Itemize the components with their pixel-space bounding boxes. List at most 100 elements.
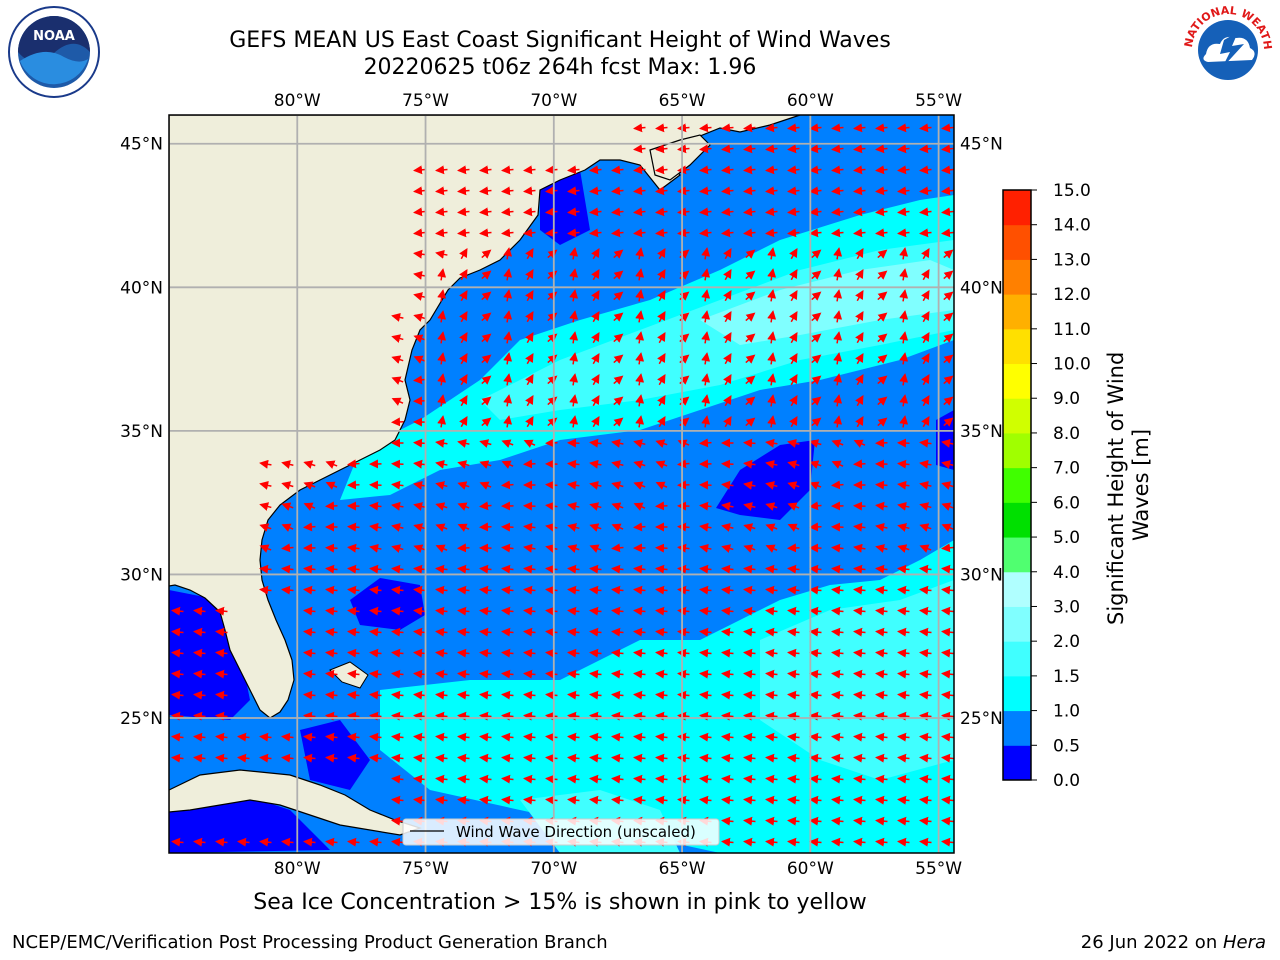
wave-vector-arrow	[501, 669, 514, 679]
wave-vector-arrow	[633, 481, 646, 490]
wave-vector-arrow	[723, 310, 732, 323]
wave-vector-arrow	[545, 732, 558, 742]
wave-vector-arrow	[545, 228, 558, 238]
wave-vector-arrow	[523, 186, 536, 196]
wave-vector-arrow	[545, 669, 558, 679]
wave-vector-arrow	[853, 585, 866, 595]
wave-vector-arrow	[831, 690, 844, 700]
wave-vector-arrow	[787, 123, 800, 133]
wave-vector-arrow	[501, 606, 514, 616]
wave-vector-arrow	[303, 481, 316, 490]
wave-vector-arrow	[567, 459, 580, 469]
lat-tick-label-left: 40°N	[120, 278, 163, 298]
wave-vector-arrow	[855, 268, 864, 281]
colorbar-label: Significant Height of Wind Waves [m]	[1104, 345, 1153, 625]
wave-vector-arrow	[369, 648, 382, 658]
wave-vector-arrow	[831, 460, 844, 469]
wave-vector-arrow	[303, 669, 316, 679]
wave-vector-arrow	[567, 732, 580, 742]
wave-vector-arrow	[547, 354, 558, 364]
wave-vector-arrow	[325, 501, 338, 511]
lat-tick-label-right: 25°N	[960, 709, 1003, 729]
wave-vector-arrow	[413, 564, 426, 574]
wave-vector-arrow	[523, 732, 536, 742]
wave-vector-arrow	[435, 753, 448, 763]
wave-vector-arrow	[325, 648, 338, 658]
wave-vector-arrow	[677, 543, 690, 553]
wave-vector-arrow	[479, 669, 492, 679]
wave-vector-arrow	[413, 732, 426, 742]
wave-vector-arrow	[765, 481, 778, 490]
wave-vector-arrow	[853, 753, 866, 763]
wave-vector-arrow	[897, 795, 910, 805]
wave-vector-arrow	[875, 669, 888, 679]
wave-vector-arrow	[655, 774, 668, 784]
wave-vector-arrow	[789, 352, 798, 365]
wave-vector-arrow	[611, 606, 624, 616]
wave-vector-arrow	[745, 333, 756, 343]
wave-vector-arrow	[699, 522, 712, 532]
wave-vector-arrow	[545, 627, 558, 637]
wave-vector-arrow	[699, 438, 712, 448]
wave-vector-arrow	[611, 690, 624, 700]
wave-vector-arrow	[943, 354, 954, 364]
wave-vector-arrow	[457, 711, 470, 721]
wave-vector-arrow	[457, 228, 470, 238]
wave-vector-arrow	[809, 648, 822, 658]
wave-vector-arrow	[831, 711, 844, 721]
wave-vector-arrow	[193, 606, 206, 616]
wave-vector-arrow	[569, 247, 579, 260]
wave-vector-arrow	[281, 502, 294, 511]
wave-vector-arrow	[567, 523, 580, 532]
land-nova-scotia	[649, 134, 711, 181]
wave-vector-arrow	[897, 165, 910, 175]
wave-vector-arrow	[809, 627, 822, 637]
wave-vector-arrow	[589, 228, 602, 238]
wave-vector-arrow	[347, 837, 360, 847]
colorbar-label-line1: Significant Height of Wind	[1104, 352, 1128, 625]
wave-vector-arrow	[921, 394, 930, 407]
wave-vector-arrow	[943, 417, 954, 427]
wave-vector-arrow	[303, 627, 316, 637]
wave-vector-arrow	[765, 711, 778, 721]
wave-vector-arrow	[787, 606, 800, 616]
wave-vector-arrow	[657, 373, 666, 386]
wave-vector-arrow	[503, 289, 513, 302]
wave-vector-arrow	[877, 312, 888, 322]
colorbar-segment	[1003, 190, 1031, 226]
wave-vector-arrow	[457, 774, 470, 784]
wave-vector-arrow	[545, 606, 558, 616]
wave-vector-arrow	[943, 333, 954, 343]
wave-vector-arrow	[875, 690, 888, 700]
map-frame	[168, 114, 955, 854]
wave-vector-arrow	[787, 774, 800, 784]
wave-vector-arrow	[809, 481, 822, 490]
wave-vector-arrow	[567, 648, 580, 658]
wave-vector-arrow	[369, 690, 382, 700]
wave-vector-arrow	[413, 544, 426, 553]
wave-vector-arrow	[591, 415, 600, 428]
wave-vector-arrow	[633, 753, 646, 763]
wave-vector-arrow	[635, 415, 645, 428]
wave-vector-arrow	[723, 268, 732, 281]
wave-vector-arrow	[941, 460, 954, 469]
wave-vector-arrow	[831, 144, 844, 154]
wave-vector-arrow	[237, 837, 250, 847]
wave-vector-arrow	[941, 523, 954, 532]
wave-vector-arrow	[853, 648, 866, 658]
wave-vector-arrow	[437, 310, 447, 323]
wave-vector-arrow	[611, 795, 624, 805]
wave-vector-arrow	[369, 669, 382, 679]
wave-vector-arrow	[589, 459, 602, 469]
wave-vector-arrow	[413, 165, 426, 175]
wave-vector-arrow	[413, 334, 426, 343]
wave-vector-arrow	[457, 795, 470, 805]
wave-vector-arrow	[325, 732, 338, 742]
wave-vector-arrow	[743, 186, 756, 196]
run-date: 26 Jun 2022 on	[1080, 932, 1223, 953]
wave-vector-arrow	[435, 795, 448, 805]
wave-vector-arrow	[699, 606, 712, 616]
wave-vector-arrow	[545, 711, 558, 721]
wind-wave-vectors	[171, 123, 954, 847]
wave-vector-arrow	[899, 415, 909, 428]
